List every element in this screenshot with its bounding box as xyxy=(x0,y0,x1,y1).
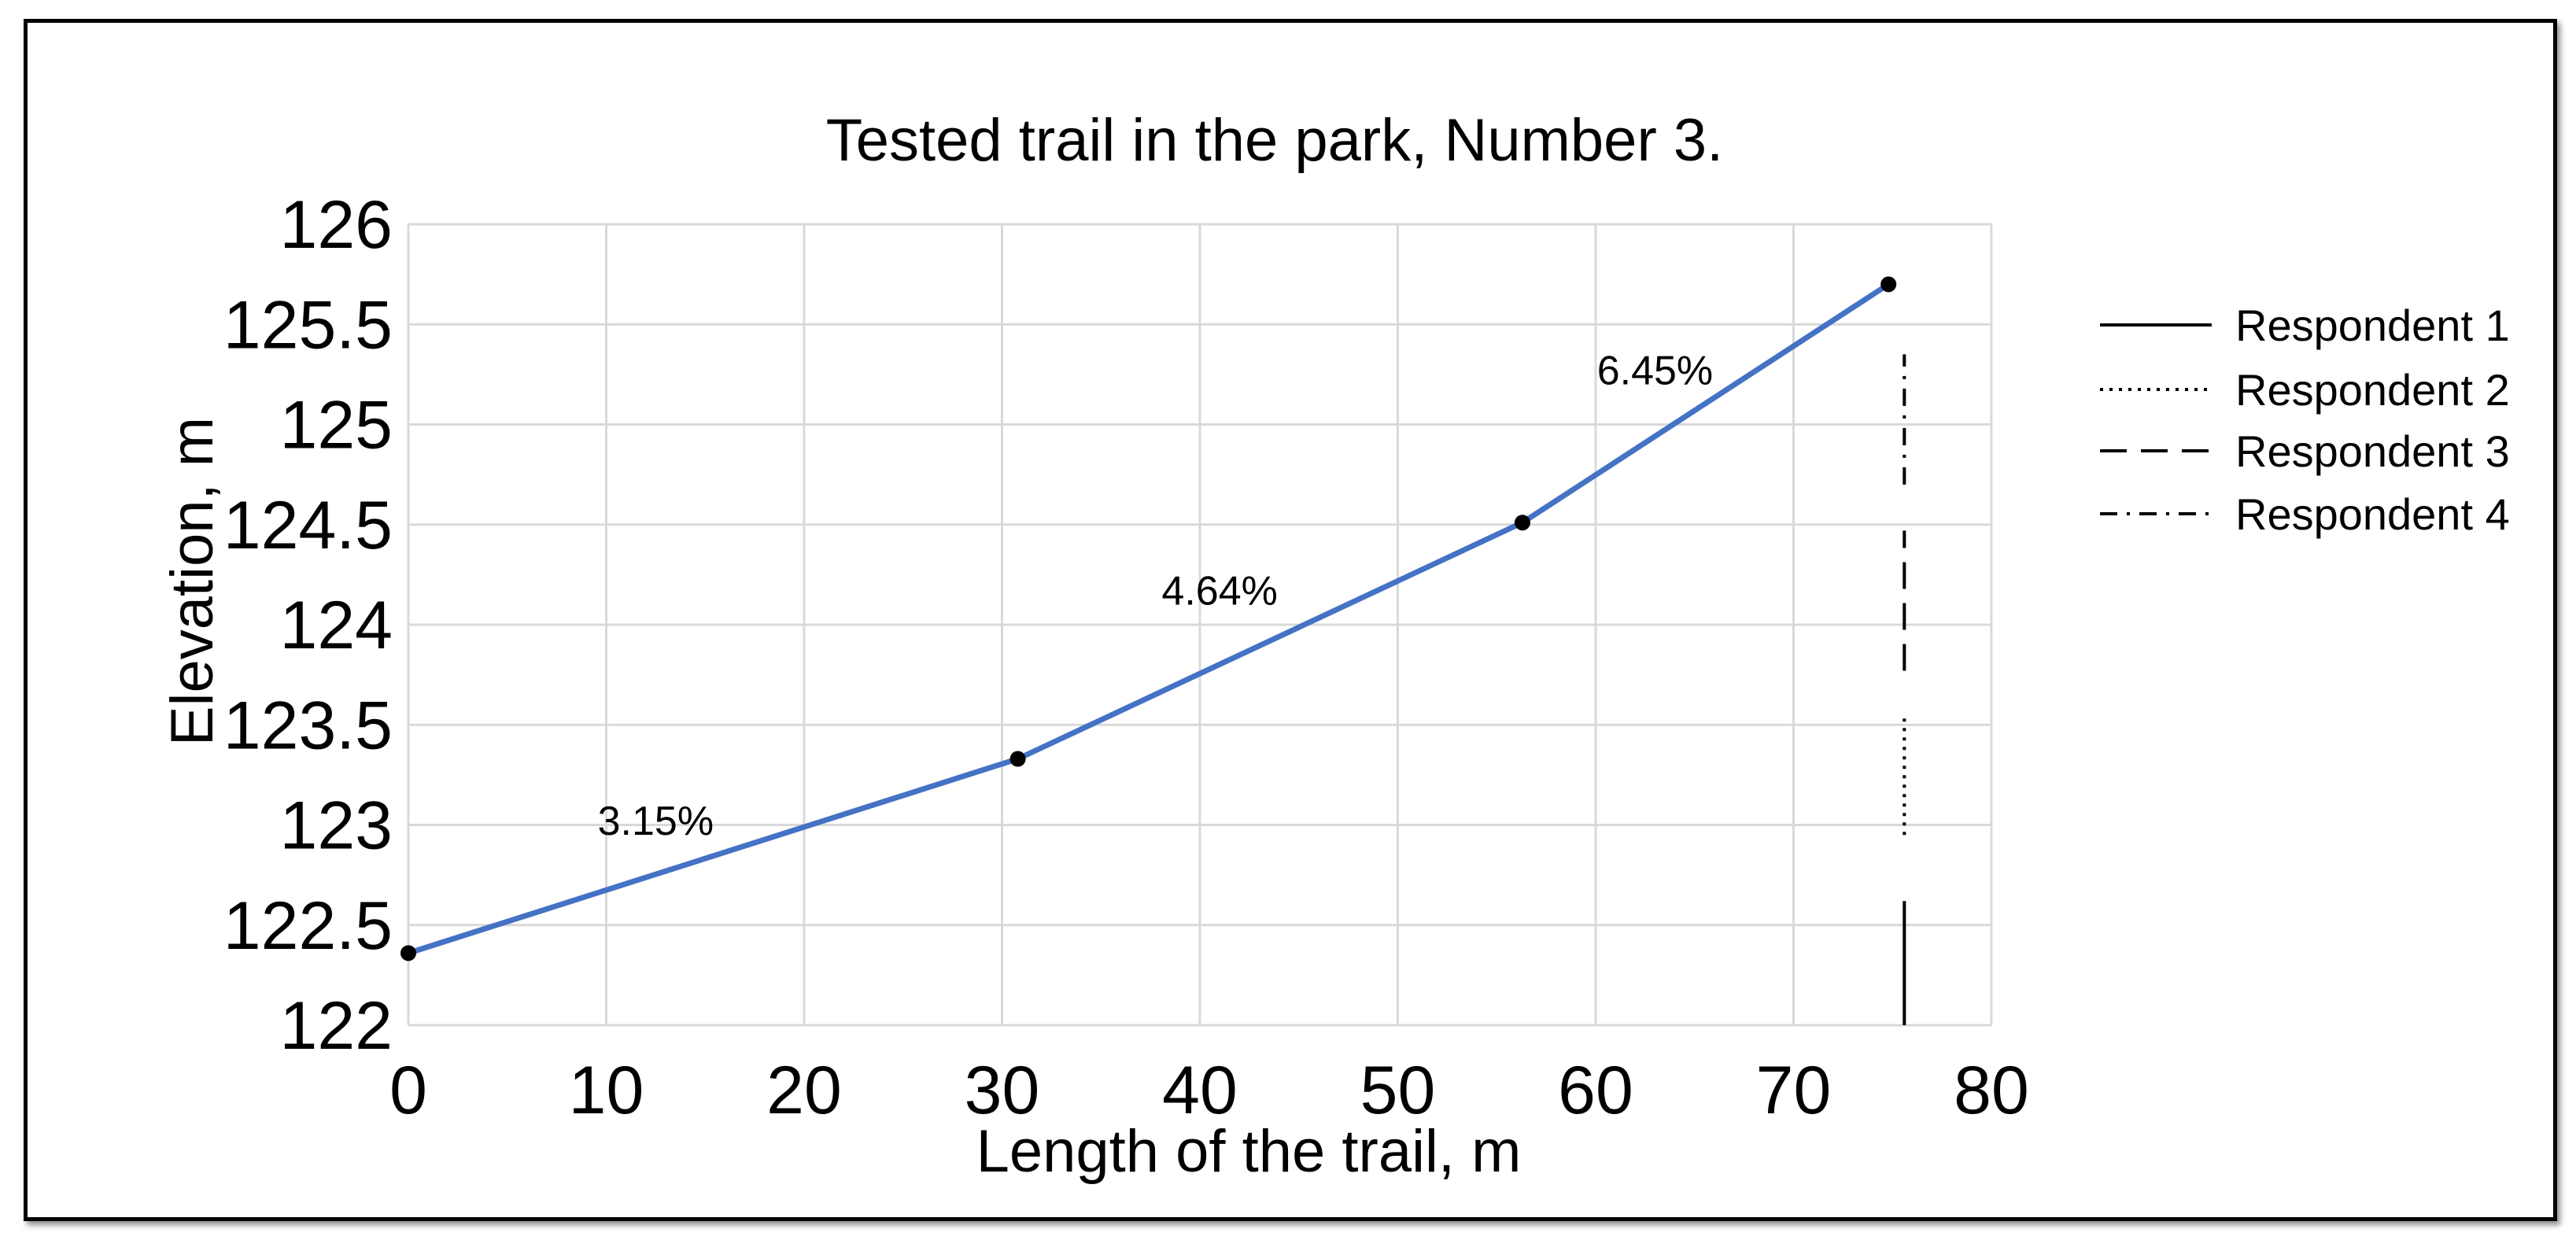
legend: Respondent 1 Respondent 2 Respondent 3 Resp… xyxy=(2100,301,2510,539)
x-tick-label: 40 xyxy=(1162,1053,1238,1128)
y-tick-label: 122 xyxy=(280,988,393,1064)
legend-label: Respondent 2 xyxy=(2235,365,2510,415)
y-tick-label: 125.5 xyxy=(223,287,393,363)
y-tick-label: 123.5 xyxy=(223,688,393,763)
chart-svg: Tested trail in the park, Number 3. 3.15… xyxy=(159,107,2510,1185)
legend-label: Respondent 4 xyxy=(2235,489,2510,539)
segment-label: 4.64% xyxy=(1161,569,1277,614)
series-line xyxy=(407,282,1891,956)
y-tick-labels: 122 122.5 123 123.5 124 124.5 125 125.5 126 xyxy=(223,187,393,1064)
chart-title: Tested trail in the park, Number 3. xyxy=(826,107,1724,174)
y-tick-label: 122.5 xyxy=(223,888,393,964)
x-tick-label: 10 xyxy=(569,1053,644,1128)
chart-frame: Tested trail in the park, Number 3. 3.15… xyxy=(24,19,2557,1221)
y-tick-label: 124 xyxy=(280,588,393,663)
legend-label: Respondent 1 xyxy=(2235,301,2510,350)
x-tick-label: 30 xyxy=(965,1053,1040,1128)
segment-label: 6.45% xyxy=(1597,349,1713,394)
grid xyxy=(407,223,1993,1027)
x-tick-label: 50 xyxy=(1360,1053,1436,1128)
x-tick-label: 20 xyxy=(766,1053,842,1128)
y-axis-title: Elevation, m xyxy=(159,417,226,746)
data-point xyxy=(1880,276,1897,293)
x-tick-label: 0 xyxy=(389,1053,427,1128)
segment-label: 3.15% xyxy=(598,799,714,844)
legend-label: Respondent 3 xyxy=(2235,426,2510,476)
data-point xyxy=(400,945,416,961)
x-tick-label: 70 xyxy=(1756,1053,1832,1128)
segment-labels: 3.15% 4.64% 6.45% xyxy=(598,349,1714,845)
y-tick-label: 123 xyxy=(280,788,393,864)
y-tick-label: 124.5 xyxy=(223,488,393,563)
series xyxy=(400,276,1897,961)
x-tick-label: 80 xyxy=(1954,1053,2029,1128)
data-point xyxy=(1514,515,1530,531)
x-tick-labels: 0 10 20 30 40 50 60 70 80 xyxy=(389,1053,2029,1128)
y-tick-label: 125 xyxy=(280,388,393,463)
data-point xyxy=(1009,751,1026,767)
y-tick-label: 126 xyxy=(280,187,393,263)
x-axis-title: Length of the trail, m xyxy=(976,1118,1522,1185)
x-tick-label: 60 xyxy=(1558,1053,1633,1128)
